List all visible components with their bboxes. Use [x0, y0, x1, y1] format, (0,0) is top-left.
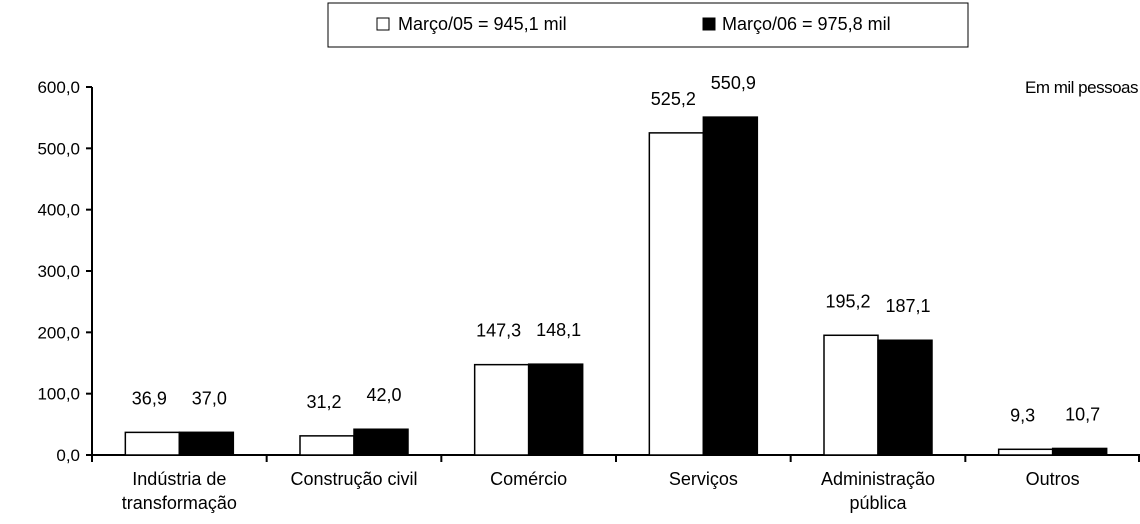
x-category-label: transformação	[122, 493, 237, 513]
legend-label-series-2: Março/06 = 975,8 mil	[722, 14, 891, 34]
legend-swatch-series-2	[702, 17, 716, 31]
bar-1	[124, 431, 181, 456]
bar-2	[178, 431, 235, 456]
data-label-2: 10,7	[1065, 404, 1100, 424]
legend: Março/05 = 945,1 mil Março/06 = 975,8 mi…	[327, 2, 969, 48]
y-tick-label: 500,0	[37, 139, 80, 158]
data-label-2: 148,1	[536, 320, 581, 340]
bar-2	[702, 116, 759, 456]
data-label-2: 550,9	[711, 73, 756, 93]
y-tick-label: 200,0	[37, 323, 80, 342]
y-tick-label: 400,0	[37, 201, 80, 220]
legend-swatch-series-1	[376, 17, 390, 31]
y-tick-label: 0,0	[56, 446, 80, 465]
y-tick-label: 300,0	[37, 262, 80, 281]
bar-1	[823, 334, 879, 456]
x-category-label: Outros	[1026, 469, 1080, 489]
bar-1	[473, 363, 530, 456]
legend-label-series-1: Março/05 = 945,1 mil	[398, 14, 567, 34]
data-label-1: 31,2	[306, 392, 341, 412]
y-tick-label: 600,0	[37, 78, 80, 97]
x-category-label: pública	[849, 493, 907, 513]
bar-2	[353, 428, 409, 456]
x-category-label: Administração	[821, 469, 935, 489]
data-label-1: 36,9	[132, 388, 167, 408]
bar-1	[648, 132, 705, 456]
x-category-label: Comércio	[490, 469, 567, 489]
x-category-label: Construção civil	[290, 469, 417, 489]
bar-1	[299, 435, 355, 456]
bar-1	[997, 448, 1054, 456]
bar-2	[877, 339, 933, 456]
x-category-label: Serviços	[669, 469, 738, 489]
data-label-1: 9,3	[1010, 405, 1035, 425]
data-label-1: 525,2	[651, 89, 696, 109]
x-category-label: Indústria de	[132, 469, 226, 489]
data-label-2: 187,1	[885, 296, 930, 316]
y-tick-label: 100,0	[37, 385, 80, 404]
bar-2	[1051, 447, 1108, 456]
legend-box	[327, 2, 969, 48]
data-label-1: 195,2	[825, 291, 870, 311]
unit-label: Em mil pessoas	[1025, 78, 1138, 97]
data-label-2: 37,0	[192, 388, 227, 408]
data-label-1: 147,3	[476, 321, 521, 341]
data-label-2: 42,0	[366, 385, 401, 405]
bar-2	[527, 363, 584, 456]
plot-area: 0,0 100,0 200,0 300,0 400,0 500,0 600,0 36,9 37,…	[37, 73, 1140, 513]
